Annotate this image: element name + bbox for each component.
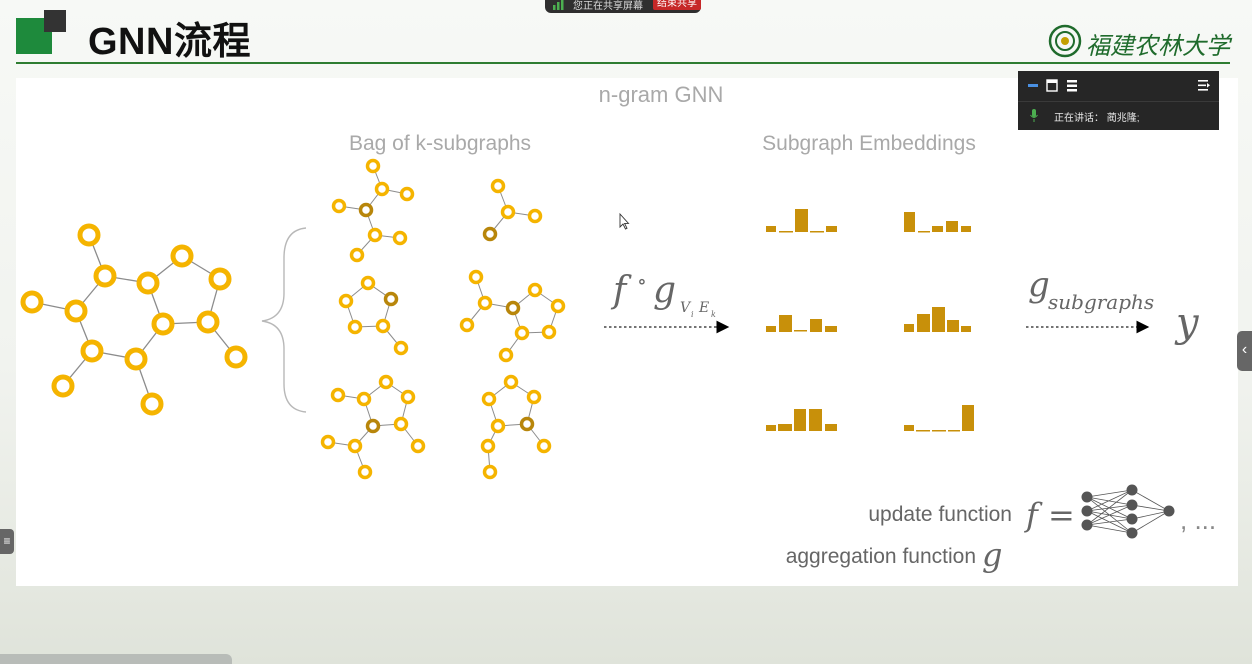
speaker-label: 正在讲话： [1054,113,1104,124]
compose-op: ∘ [637,269,647,293]
window-view-icon[interactable] [1046,79,1058,92]
list-view-icon[interactable] [1067,80,1077,92]
page-title: GNN流程 [88,21,251,63]
embedding-histograms [766,209,974,432]
g-subscript: subgraphs [1048,290,1154,314]
embedding-6 [904,405,974,432]
ellipsis: , ... [1180,505,1216,535]
compose-sub-i: i [691,310,694,319]
left-menu-tab[interactable]: ≡ [0,529,14,554]
g-variable: g [982,536,1002,574]
embedding-2 [904,212,971,233]
collapse-panel-icon[interactable] [1198,80,1210,91]
subgraph-2 [482,178,543,242]
screen-share-bar: 您正在共享屏幕 结束共享 [545,0,701,13]
subgraph-3 [338,275,409,356]
microphone-icon [1030,109,1038,122]
embedding-5 [766,409,837,431]
header-icon [16,10,68,54]
aggregation-function-label: aggregation function [786,545,976,568]
subgraph-6 [480,374,552,480]
arrow-cursor-icon [619,212,630,230]
compose-sub-e: E [698,300,709,316]
embedding-1 [766,209,837,233]
university-logo: 福建农林大学 [1048,24,1230,60]
update-function-label: update function [868,503,1012,526]
bag-brace [261,227,307,413]
emblem-icon [1048,24,1082,58]
subgraph-4 [459,269,566,363]
speaker-name: 蔺兆隆; [1106,113,1140,124]
diagram-canvas: n-gram GNN Bag of k-subgraphs Subgraph E… [20,82,1216,574]
compose-g: g [653,270,676,311]
neural-network-icon [1081,484,1175,539]
slide-canvas: n-gram GNN Bag of k-subgraphs Subgraph E… [16,78,1238,586]
compose-sub-v: V [680,300,692,316]
signal-bars-icon [553,0,564,10]
bag-label: Bag of k-subgraphs [349,132,531,155]
subgraph-1 [331,158,415,263]
compose-sub-k: k [711,310,716,319]
g-symbol: g [1028,265,1050,305]
compose-formula: f ∘ g V i E k [610,269,716,319]
meeting-toolbar [1028,79,1210,92]
slide-title: n-gram GNN [599,82,724,107]
stop-share-button[interactable]: 结束共享 [653,0,701,10]
university-name: 福建农林大学 [1086,32,1230,60]
embedding-4 [904,307,971,332]
speaker-status: 正在讲话： 蔺兆隆; [1054,109,1140,124]
aggregate-formula: g subgraphs [1028,265,1154,314]
embedding-3 [766,315,837,332]
output-y: y [1174,300,1200,346]
f-equals: f = [1024,496,1075,534]
subgraph-5 [320,374,426,480]
input-graph-nodes [20,223,248,416]
meeting-panel: 正在讲话： 蔺兆隆; [1018,71,1219,130]
minimize-icon[interactable] [1028,84,1038,87]
share-status-text: 您正在共享屏幕 [573,1,643,12]
compose-f: f [610,270,632,311]
header-divider [16,62,1230,64]
embeddings-label: Subgraph Embeddings [762,132,976,155]
right-expand-tab[interactable]: ‹ [1237,331,1252,371]
bottom-status-bar [0,654,232,664]
